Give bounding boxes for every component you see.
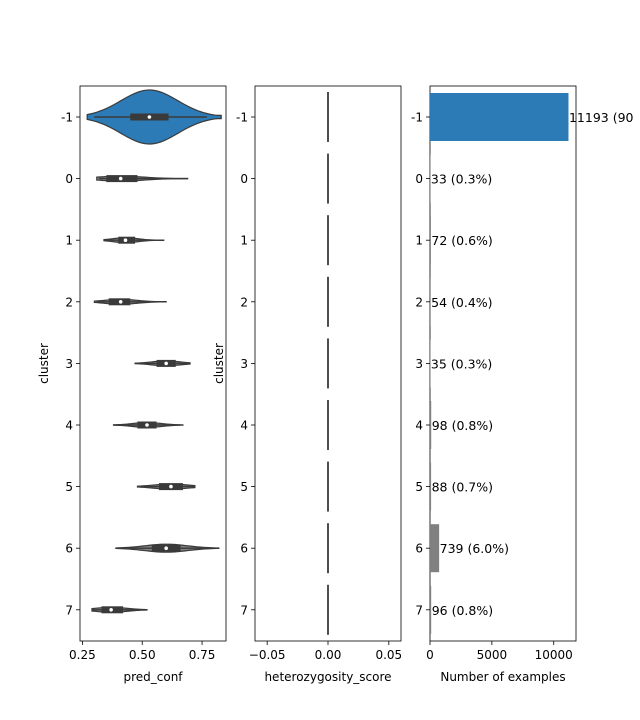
violin-cluster--1 [86,89,222,145]
violin-cluster-2 [93,298,167,306]
violin-median [118,300,123,304]
violin-cluster-5 [136,483,196,491]
bar-cluster-4 [430,401,432,449]
y-tick-label: 0 [65,172,73,186]
bar-cluster-7 [430,585,432,634]
y-tick-label: 1 [415,234,423,248]
bar-data-label: 98 (0.8%) [432,418,493,433]
violin-cluster-7 [91,606,148,614]
bar-cluster-1 [430,216,431,265]
x-axis-label: heterozygosity_score [264,670,391,684]
violin-median [118,176,123,181]
bar-cluster--1 [430,93,569,141]
x-tick-label: 0.50 [129,648,156,662]
violin-median [169,484,173,489]
y-tick-label: 7 [415,603,423,617]
y-tick-label: 2 [65,295,73,309]
violin-median [164,546,168,550]
y-axis-label: cluster [37,343,51,384]
violin-cluster-3 [134,359,191,367]
panel-2: −0.05 0.00 0.05 -1 0 1 2 3 4 5 6 7 heterozygosity_sc… [212,85,402,684]
bar-data-label: 96 (0.8%) [432,603,493,618]
violin-cluster-6 [115,543,220,553]
panel-1: 0.25 0.50 0.75 -1 0 1 2 3 4 5 6 7 pred_conf cluster [37,85,227,684]
violin-median [145,423,149,427]
bar-data-label: 33 (0.3%) [431,172,492,187]
violin-median [164,361,168,366]
y-tick-label: 7 [240,603,248,617]
y-tick-label: 3 [240,357,248,371]
y-tick-label: 6 [240,542,248,556]
violin-cluster-4 [112,421,184,429]
bar-data-label: 54 (0.4%) [431,295,492,310]
x-tick-label: −0.05 [249,648,286,662]
y-tick-label: 5 [65,480,73,494]
y-tick-label: 4 [240,419,248,433]
y-tick-label: 5 [240,480,248,494]
violin-median [147,115,152,119]
x-tick-label: 0.75 [189,648,216,662]
bar-data-label: 11193 (90 [569,110,634,125]
violin-cluster-1 [103,236,165,244]
bar-data-label: 35 (0.3%) [431,356,492,371]
y-tick-label: 5 [415,480,423,494]
y-tick-label: 2 [415,295,423,309]
x-tick-label: 10000 [535,648,573,662]
y-tick-label: 1 [65,234,73,248]
bar-cluster-6 [430,524,440,573]
bar-data-label: 88 (0.7%) [432,480,493,495]
bar-data-label: 739 (6.0%) [440,541,509,556]
bar-cluster-5 [430,462,432,511]
bar-data-label: 72 (0.6%) [431,233,492,248]
x-axis-label: pred_conf [123,670,183,684]
x-tick-label: 0.00 [315,648,342,662]
y-tick-label: 6 [415,542,423,556]
x-tick-label: 0.25 [69,648,96,662]
y-tick-label: 2 [240,295,248,309]
x-axis-label: Number of examples [440,670,565,684]
y-tick-label: 6 [65,542,73,556]
y-tick-label: 0 [415,172,423,186]
y-tick-label: 0 [240,172,248,186]
violin-median [123,238,128,242]
y-tick-label: -1 [61,111,73,125]
y-tick-label: -1 [236,111,248,125]
y-tick-label: 4 [65,419,73,433]
y-tick-label: 4 [415,419,423,433]
bar-cluster-2 [430,277,431,326]
x-tick-label: 5000 [477,648,508,662]
violin-cluster-0 [96,175,189,183]
violin-median [109,608,113,612]
y-tick-label: 1 [240,234,248,248]
x-tick-label: 0.05 [375,648,402,662]
y-tick-label: 3 [65,357,73,371]
y-tick-label: -1 [411,111,423,125]
x-tick-label: 0 [426,648,434,662]
y-tick-label: 3 [415,357,423,371]
y-tick-label: 7 [65,603,73,617]
panel-3: 0 5000 10000 -1 0 1 2 3 4 5 6 7 Number of examples 11… [411,85,634,684]
y-axis-label: cluster [212,343,226,384]
